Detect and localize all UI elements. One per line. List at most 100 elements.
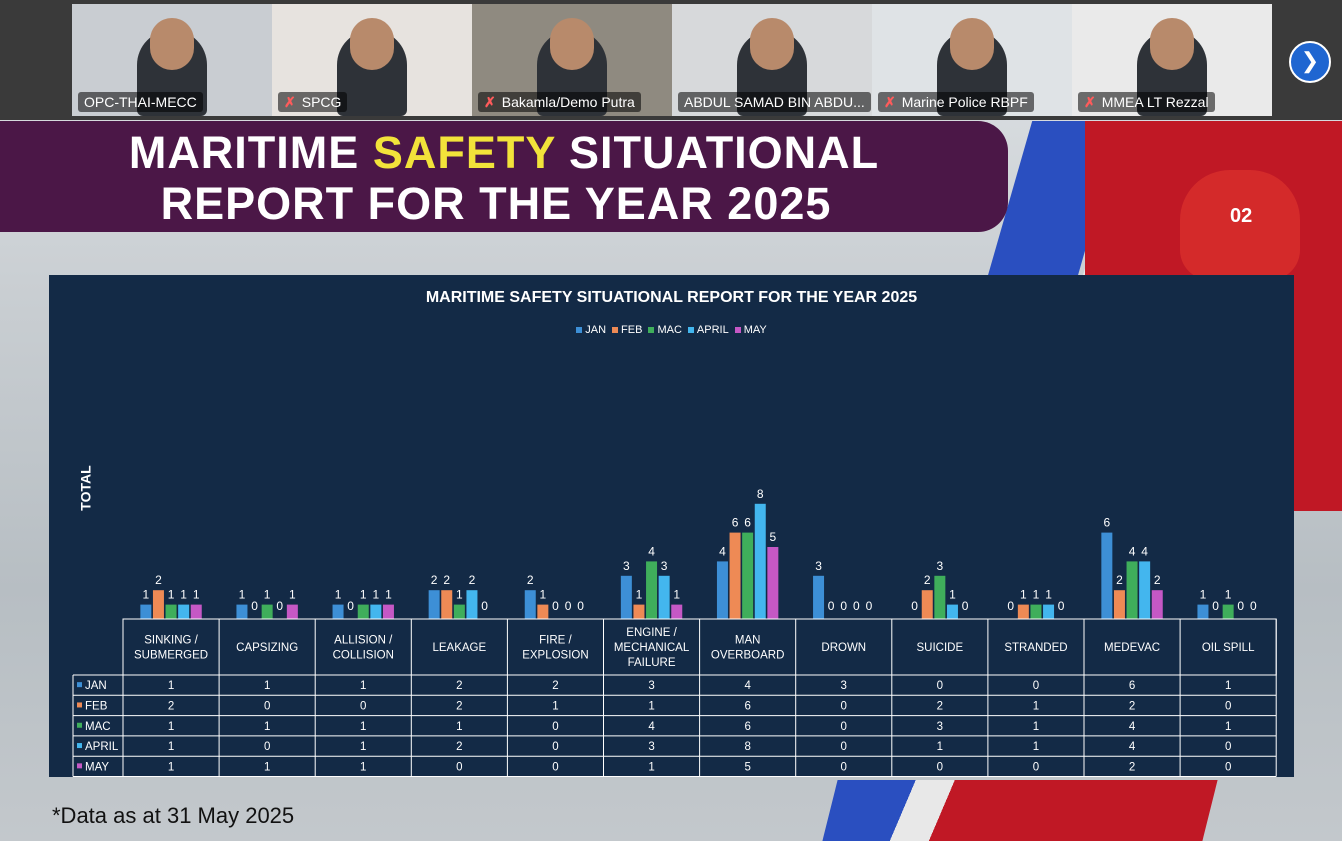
bar-value-label: 1 (360, 588, 367, 602)
chart-bar (934, 575, 946, 619)
bar-value-label: 1 (1020, 588, 1027, 602)
chart-bar (524, 590, 536, 619)
table-cell: 2 (1129, 700, 1135, 712)
table-cell: 1 (264, 721, 270, 733)
category-label: ENGINE / (626, 627, 677, 639)
table-cell: 0 (552, 741, 558, 753)
table-cell: 4 (1129, 741, 1136, 753)
participant-name-text: ABDUL SAMAD BIN ABDU... (684, 94, 865, 110)
participant-tile[interactable]: ✗ Marine Police RBPF (872, 4, 1072, 116)
table-cell: 1 (168, 680, 174, 692)
category-label: DROWN (821, 642, 866, 654)
bar-value-label: 0 (962, 599, 969, 613)
table-cell: 0 (264, 741, 270, 753)
decor-bottom-stripes (822, 780, 1218, 841)
participant-name-text: SPCG (301, 94, 342, 110)
legend-swatch (612, 327, 619, 334)
chart-bar (946, 604, 958, 619)
table-cell: 6 (744, 721, 750, 733)
bar-value-label: 1 (239, 588, 246, 602)
participant-tile[interactable]: ✗ Bakamla/Demo Putra (472, 4, 672, 116)
bar-value-label: 1 (385, 588, 392, 602)
chart-bar (261, 604, 273, 619)
chart-bar (165, 604, 177, 619)
bar-value-label: 0 (1250, 599, 1257, 613)
bar-value-label: 1 (180, 588, 187, 602)
bar-value-label: 8 (757, 487, 764, 501)
participant-name-text: Bakamla/Demo Putra (501, 94, 635, 110)
table-cell: 3 (937, 721, 943, 733)
table-cell: 0 (1225, 741, 1231, 753)
bar-value-label: 0 (911, 599, 918, 613)
participant-tile[interactable]: ✗ MMEA LT Rezzal (1072, 4, 1272, 116)
participant-face (150, 18, 194, 70)
table-cell: 0 (264, 700, 270, 712)
chart-bar (1043, 604, 1055, 619)
table-cell: 1 (360, 721, 366, 733)
participant-name: ✗ Marine Police RBPF (878, 92, 1034, 112)
legend-swatch (687, 327, 694, 334)
bar-value-label: 0 (481, 599, 488, 613)
chart-bar (1017, 604, 1029, 619)
table-cell: 1 (1225, 721, 1231, 733)
legend-item: MAC (648, 324, 682, 336)
bar-value-label: 1 (1045, 588, 1052, 602)
table-cell: 5 (744, 761, 750, 773)
legend-item: FEB (612, 324, 642, 336)
helicopter-image (1180, 170, 1300, 280)
chart-bar (428, 590, 440, 619)
table-cell: 1 (1033, 741, 1039, 753)
participant-tile[interactable]: OPC-THAI-MECC (72, 4, 272, 116)
bar-value-label: 3 (661, 559, 668, 573)
bar-value-label: 6 (1104, 516, 1111, 530)
bar-value-label: 1 (456, 588, 463, 602)
bar-value-label: 0 (552, 599, 559, 613)
chart-bar (1197, 604, 1209, 619)
category-label: FIRE / (539, 635, 572, 647)
banner-title-line1: MARITIME SAFETY SITUATIONAL (128, 127, 880, 178)
chart-bar (441, 590, 453, 619)
legend-swatch (648, 327, 655, 334)
table-cell: 4 (744, 680, 751, 692)
chart-bar (813, 575, 825, 619)
mic-muted-icon: ✗ (884, 94, 896, 110)
bar-value-label: 1 (1200, 588, 1207, 602)
chart-bar (1151, 590, 1163, 619)
table-cell: 1 (1033, 721, 1039, 733)
chart-bar (537, 604, 549, 619)
table-cell: 2 (456, 680, 462, 692)
category-label: CAPSIZING (236, 642, 298, 654)
chart-bar (370, 604, 382, 619)
category-label: MECHANICAL (614, 642, 690, 654)
row-swatch (77, 743, 82, 749)
legend-item: APRIL (687, 324, 729, 336)
chart-bar (286, 604, 298, 619)
helicopter-number: 02 (1230, 205, 1253, 227)
table-cell: 2 (456, 700, 462, 712)
table-cell: 1 (168, 741, 174, 753)
chart-bar (332, 604, 344, 619)
table-cell: 1 (456, 721, 462, 733)
chart-bar (1126, 561, 1138, 619)
chart-bar (1222, 604, 1234, 619)
participant-tile[interactable]: ABDUL SAMAD BIN ABDU... (672, 4, 872, 116)
participant-name: ✗ Bakamla/Demo Putra (478, 92, 641, 112)
bar-value-label: 2 (443, 573, 450, 587)
table-cell: 0 (1225, 700, 1231, 712)
participant-tile[interactable]: ✗ SPCG (272, 4, 472, 116)
bar-value-label: 0 (347, 599, 354, 613)
chart-bar (453, 604, 465, 619)
bar-value-label: 2 (155, 573, 162, 587)
row-label: MAY (85, 761, 109, 773)
bar-value-label: 0 (1007, 599, 1014, 613)
participant-face (550, 18, 594, 70)
category-label: MEDEVAC (1104, 642, 1160, 654)
next-page-button[interactable]: ❯ (1289, 41, 1331, 83)
chart-bar (357, 604, 369, 619)
table-cell: 1 (648, 761, 654, 773)
chart-bar (1113, 590, 1125, 619)
chart-bar (646, 561, 658, 619)
mic-muted-icon: ✗ (1084, 94, 1096, 110)
table-cell: 3 (648, 741, 654, 753)
